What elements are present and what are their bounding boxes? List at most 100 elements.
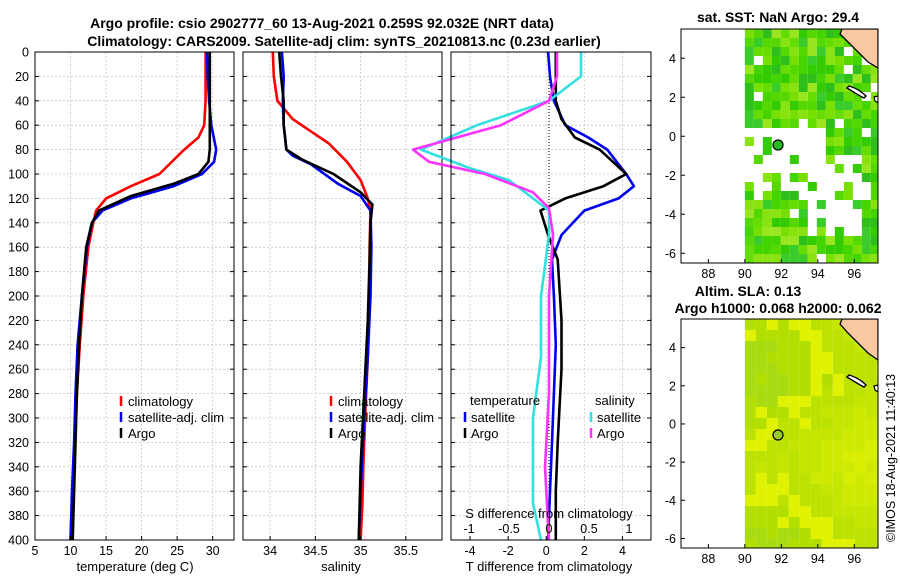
sst-cell bbox=[744, 182, 754, 191]
sla-cell bbox=[788, 440, 800, 451]
legend-argo: Argo bbox=[338, 426, 365, 441]
sst-cell bbox=[861, 218, 871, 227]
sst-cell bbox=[816, 200, 826, 209]
s-tick-label: 0 bbox=[546, 522, 553, 536]
sla-cell bbox=[810, 462, 822, 473]
sla-cell bbox=[766, 319, 778, 330]
sla-cell bbox=[788, 363, 800, 374]
sla-cell bbox=[843, 396, 855, 407]
sla-cell bbox=[766, 440, 778, 451]
credit-stamp: ©IMOS 18-Aug-2021 11:40:13 bbox=[884, 374, 898, 542]
sst-cell bbox=[852, 101, 862, 110]
sla-cell bbox=[799, 330, 811, 341]
lon-tick-label: 94 bbox=[811, 552, 825, 566]
sla-cell bbox=[788, 385, 800, 396]
sst-cell bbox=[753, 38, 763, 47]
sst-cell bbox=[771, 245, 781, 254]
sst-cell bbox=[798, 56, 808, 65]
sla-cell bbox=[832, 418, 844, 429]
sst-cell bbox=[825, 56, 835, 65]
salinity-tick-labels: 34 34.5 35 35.5 bbox=[263, 544, 418, 558]
sla-cell bbox=[810, 352, 822, 363]
sla-cell bbox=[865, 506, 877, 517]
sst-cell bbox=[861, 65, 871, 74]
sst-cell bbox=[816, 218, 826, 227]
sst-cell bbox=[843, 74, 853, 83]
sla-cell bbox=[766, 396, 778, 407]
sst-cell bbox=[807, 47, 817, 56]
sst-cell bbox=[798, 83, 808, 92]
sla-cell bbox=[788, 539, 800, 548]
sst-cell bbox=[780, 119, 790, 128]
sst-cell bbox=[771, 65, 781, 74]
sla-cell bbox=[876, 418, 878, 429]
sst-map: sat. SST: NaN Argo: 29.4 88 90 92 94 96 4 2 0 -… bbox=[665, 9, 879, 281]
sst-cell bbox=[753, 47, 763, 56]
sst-cell bbox=[870, 227, 878, 236]
sst-cell bbox=[762, 209, 772, 218]
island-small bbox=[873, 384, 878, 393]
sla-cell bbox=[876, 539, 878, 548]
sla-cell bbox=[777, 374, 789, 385]
x-tick-label: -4 bbox=[464, 544, 475, 558]
sst-cell bbox=[780, 209, 790, 218]
sst-cell bbox=[834, 146, 844, 155]
sla-cell bbox=[799, 528, 811, 539]
sla-cell bbox=[810, 484, 822, 495]
sst-cell bbox=[870, 137, 878, 146]
sla-cell bbox=[821, 484, 833, 495]
sla-cell bbox=[766, 429, 778, 440]
s-tick-label: 0.5 bbox=[580, 522, 597, 536]
land-sumatra bbox=[839, 319, 878, 361]
sla-cell bbox=[799, 363, 811, 374]
sla-cell bbox=[755, 473, 767, 484]
sst-cell bbox=[834, 83, 844, 92]
sla-cell bbox=[799, 517, 811, 528]
salinity-legend: climatology satellite-adj. clim Argo bbox=[329, 394, 434, 441]
sla-cell bbox=[744, 528, 756, 539]
sst-cell bbox=[762, 38, 772, 47]
sst-cell bbox=[780, 83, 790, 92]
sla-cell bbox=[810, 506, 822, 517]
sst-cell bbox=[771, 83, 781, 92]
legend-s-satellite: satellite bbox=[597, 410, 641, 425]
sst-cell bbox=[870, 254, 878, 263]
depth-tick-label: 80 bbox=[15, 143, 29, 157]
sst-cell bbox=[753, 209, 763, 218]
sla-cell bbox=[744, 429, 756, 440]
sst-cell bbox=[843, 137, 853, 146]
sla-cell bbox=[755, 517, 767, 528]
sla-cell bbox=[843, 451, 855, 462]
x-tick-label: 30 bbox=[206, 544, 220, 558]
sst-cell bbox=[861, 110, 871, 119]
legend-t-satellite: satellite bbox=[471, 410, 515, 425]
x-tick-label: 35 bbox=[354, 544, 368, 558]
sla-cell bbox=[854, 429, 866, 440]
sst-cell bbox=[753, 74, 763, 83]
sst-cell bbox=[771, 47, 781, 56]
sla-cell bbox=[799, 352, 811, 363]
sla-cell bbox=[799, 319, 811, 330]
sla-cell bbox=[766, 539, 778, 548]
x-tick-label: 2 bbox=[581, 544, 588, 558]
sst-cell bbox=[798, 200, 808, 209]
sla-cell bbox=[854, 407, 866, 418]
sla-cell bbox=[799, 451, 811, 462]
sst-cell bbox=[861, 254, 871, 263]
sla-cell bbox=[865, 473, 877, 484]
sst-cell bbox=[825, 110, 835, 119]
sla-cell bbox=[744, 484, 756, 495]
sla-cell bbox=[843, 407, 855, 418]
sst-cell bbox=[843, 119, 853, 128]
sst-cell bbox=[807, 83, 817, 92]
sst-cell bbox=[789, 245, 799, 254]
sla-cell bbox=[865, 363, 877, 374]
sst-cell bbox=[816, 74, 826, 83]
sst-cell bbox=[771, 254, 781, 263]
sst-cell bbox=[798, 254, 808, 263]
sst-cell bbox=[771, 101, 781, 110]
sst-cell bbox=[780, 254, 790, 263]
sst-cell bbox=[852, 110, 862, 119]
sla-cell bbox=[810, 473, 822, 484]
sla-cell bbox=[766, 506, 778, 517]
